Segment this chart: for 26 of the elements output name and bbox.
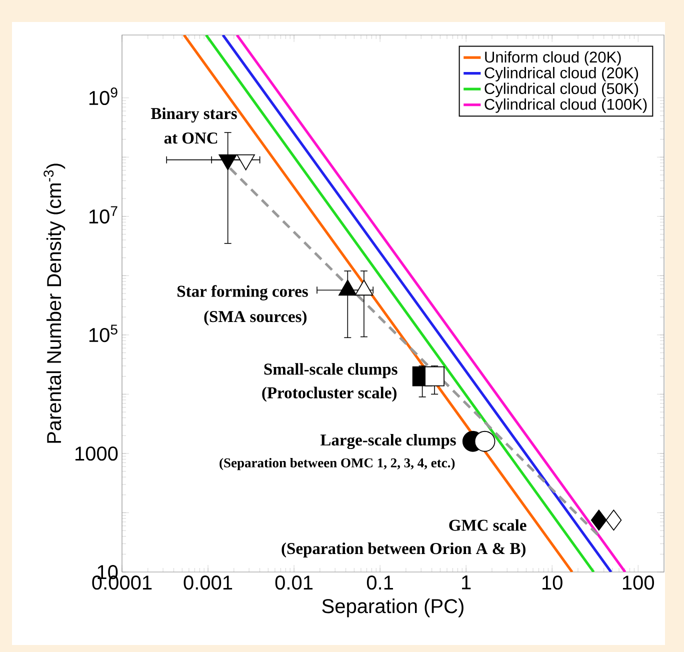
y-tick-label: 10$^{9}$: [89, 88, 118, 106]
x-tick-label: 10: [542, 576, 562, 590]
x-tick-label: 0.01: [275, 576, 313, 590]
legend-label: Cylindrical cloud (50K): [484, 82, 638, 98]
y-tick-label: 1000: [75, 446, 118, 461]
legend-label: Cylindrical cloud (20K): [484, 66, 638, 82]
x-axis-title: Separation (PC): [322, 598, 464, 618]
annotation: (Protocluster scale): [262, 386, 396, 402]
y-tick-label: 10$^{7}$: [89, 206, 118, 224]
legend-label: Uniform cloud (20K): [485, 51, 621, 66]
x-tick-label: 100: [622, 576, 654, 590]
annotation: (Separation between OMC 1, 2, 3, 4, etc.): [220, 458, 455, 470]
annotation: Binary stars: [150, 108, 237, 123]
annotation: Small-scale clumps: [264, 363, 398, 378]
y-axis-title: Parental Number Density (cm$^{-3}$): [44, 164, 66, 443]
x-tick-label: 0.001: [184, 576, 232, 590]
annotation: at ONC: [164, 132, 218, 144]
annotation: Star forming cores: [178, 285, 308, 300]
y-tick-label: 10$^{5}$: [89, 324, 118, 342]
x-tick-label: 0.1: [366, 576, 393, 590]
legend-label: Cylindrical cloud (100K): [484, 98, 647, 113]
x-tick-label: 1: [462, 576, 471, 590]
annotation: GMC scale: [449, 519, 526, 531]
annotation: (Separation between Orion A & B): [282, 542, 526, 558]
annotation: Large-scale clumps: [320, 434, 456, 450]
annotation: (SMA sources): [204, 310, 307, 326]
